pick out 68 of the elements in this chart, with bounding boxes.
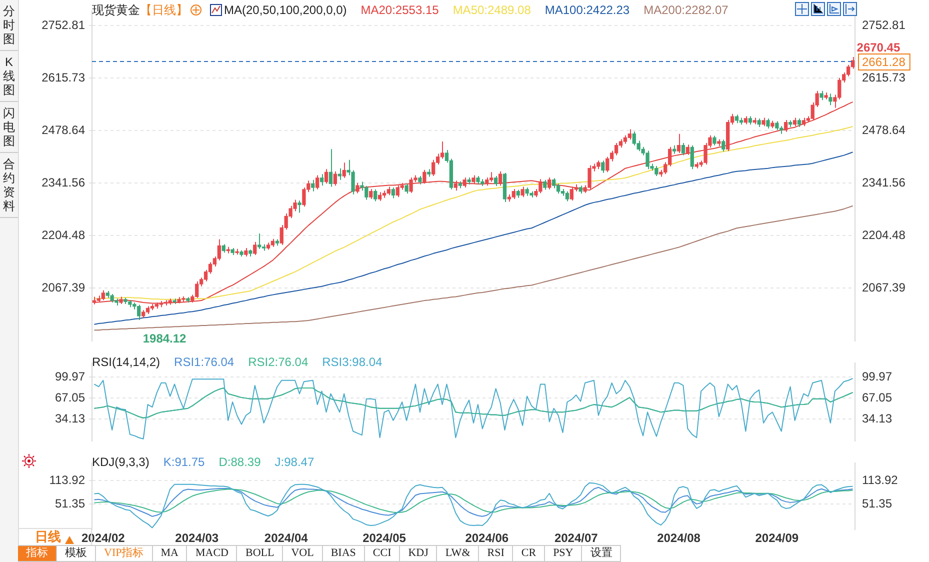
y2-tick-label: 2752.81	[862, 18, 906, 32]
series-label: RSI1:76.04	[174, 354, 234, 369]
y2-tick-label: 99.97	[862, 370, 892, 384]
text: 设置	[582, 545, 622, 562]
y2-tick-label: 113.92	[862, 472, 898, 487]
y2-tick-label: 34.13	[862, 411, 892, 426]
x-tick-label: 2024/07	[554, 531, 598, 546]
x-tick-label: 2024/02	[81, 531, 126, 546]
y-tick-label: 113.92	[49, 472, 86, 487]
y2-tick-label: 2067.39	[862, 280, 906, 294]
y-tick-label: 2615.73	[42, 70, 86, 84]
y-tick-label: 99.97	[54, 370, 86, 384]
x-tick-label: 2024/04	[264, 531, 308, 546]
y-tick-label: 2067.39	[42, 280, 86, 294]
text: MA100:2422.23	[544, 2, 630, 17]
text: CCI	[364, 545, 400, 562]
y-tick-label: 67.05	[54, 390, 86, 404]
y2-tick-label: 2341.56	[862, 175, 906, 190]
text: 日线	[35, 529, 61, 544]
y2-tick-label: 2478.64	[862, 122, 906, 137]
y-tick-label: 2341.56	[42, 175, 86, 190]
text: MA	[152, 545, 188, 562]
chart-subtitle: 【日线】	[140, 2, 188, 17]
text: MA50:2489.08	[452, 2, 531, 17]
y2-tick-label: 51.35	[862, 496, 892, 511]
text: BIAS	[322, 545, 365, 562]
text: K线图	[0, 51, 18, 102]
text: KDJ	[400, 545, 438, 562]
y-tick-label: 34.13	[54, 411, 86, 426]
x-tick-label: 2024/09	[755, 531, 799, 546]
x-tick-label: 2024/03	[175, 531, 219, 546]
series-label: K:91.75	[163, 454, 205, 469]
legend-title: KDJ(9,3,3)	[92, 454, 150, 469]
y-tick-label: 2752.81	[42, 18, 86, 32]
y-tick-label: 51.35	[54, 496, 86, 511]
series-label: RSI2:76.04	[248, 354, 308, 369]
y-tick-label: 2204.48	[42, 228, 86, 242]
x-tick-label: 2024/05	[362, 531, 406, 546]
ref-line-label: 2661.28	[862, 54, 906, 69]
series-label: D:88.39	[218, 454, 261, 469]
y2-tick-label: 2615.73	[862, 70, 906, 84]
text: 2670.45	[856, 40, 900, 54]
text: LW&	[437, 545, 480, 562]
text: 指标	[18, 545, 57, 562]
text: MACD	[187, 545, 238, 562]
series-label: RSI3:98.04	[322, 354, 382, 369]
y-tick-label: 2478.64	[42, 122, 86, 137]
text: MA200:2282.07	[644, 2, 728, 17]
text: 合约资料	[0, 153, 18, 218]
text: 模板	[57, 545, 96, 562]
text: VIP指标	[96, 545, 153, 562]
text: BOLL	[237, 545, 284, 562]
annotation: 1984.12	[142, 331, 187, 346]
y2-tick-label: 2204.48	[862, 228, 906, 242]
text: VOL	[283, 545, 323, 562]
x-tick-label: 2024/06	[465, 531, 509, 546]
legend-title: MA(20,50,100,200,0,0)	[224, 2, 347, 17]
text: PSY	[545, 545, 582, 562]
text: CR	[513, 545, 546, 562]
y2-tick-label: 67.05	[862, 390, 892, 404]
series-label: J:98.47	[274, 454, 314, 469]
legend-title: RSI(14,14,2)	[92, 354, 160, 369]
text: 闪电图	[0, 102, 18, 153]
text: 分时图	[0, 0, 18, 51]
chart-title: 现货黄金	[92, 2, 140, 17]
text: RSI	[479, 545, 514, 562]
text: MA20:2553.15	[360, 2, 439, 17]
x-tick-label: 2024/08	[657, 531, 701, 546]
